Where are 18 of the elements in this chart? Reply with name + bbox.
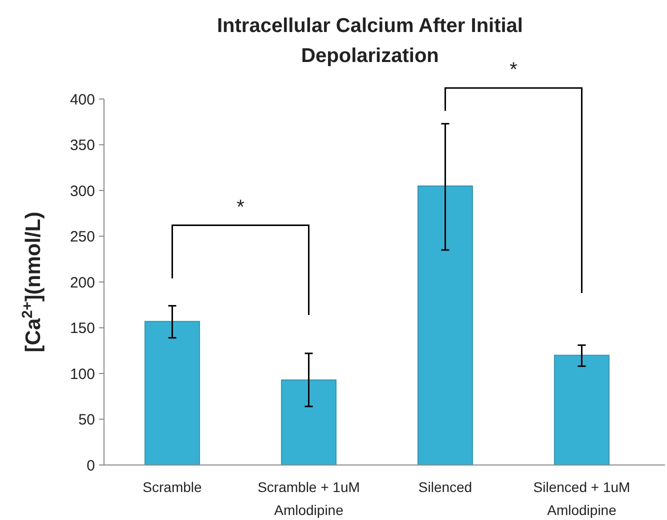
y-tick-label: 400: [70, 91, 95, 108]
x-tick-label: Scramble + 1uM Amlodipine: [258, 479, 360, 518]
x-tick-label: Scramble: [142, 479, 202, 495]
y-tick-label: 300: [70, 182, 95, 200]
x-tick-label: Silenced: [418, 479, 472, 495]
y-tick-label: 350: [70, 137, 95, 154]
annotation: *: [236, 196, 245, 218]
y-tick-label: 50: [78, 412, 95, 428]
x-tick-label: Silenced + 1uM Amlodipine: [533, 479, 630, 518]
y-tick-label: 250: [70, 228, 95, 246]
y-tick-label: 200: [70, 274, 95, 292]
y-tick-label: 150: [70, 320, 95, 337]
bar: [418, 186, 473, 466]
y-tick-label: 0: [86, 457, 95, 474]
bar: [144, 320, 200, 466]
bar: [281, 380, 336, 466]
y-tick-label: 100: [70, 366, 95, 383]
bar: [554, 354, 610, 466]
